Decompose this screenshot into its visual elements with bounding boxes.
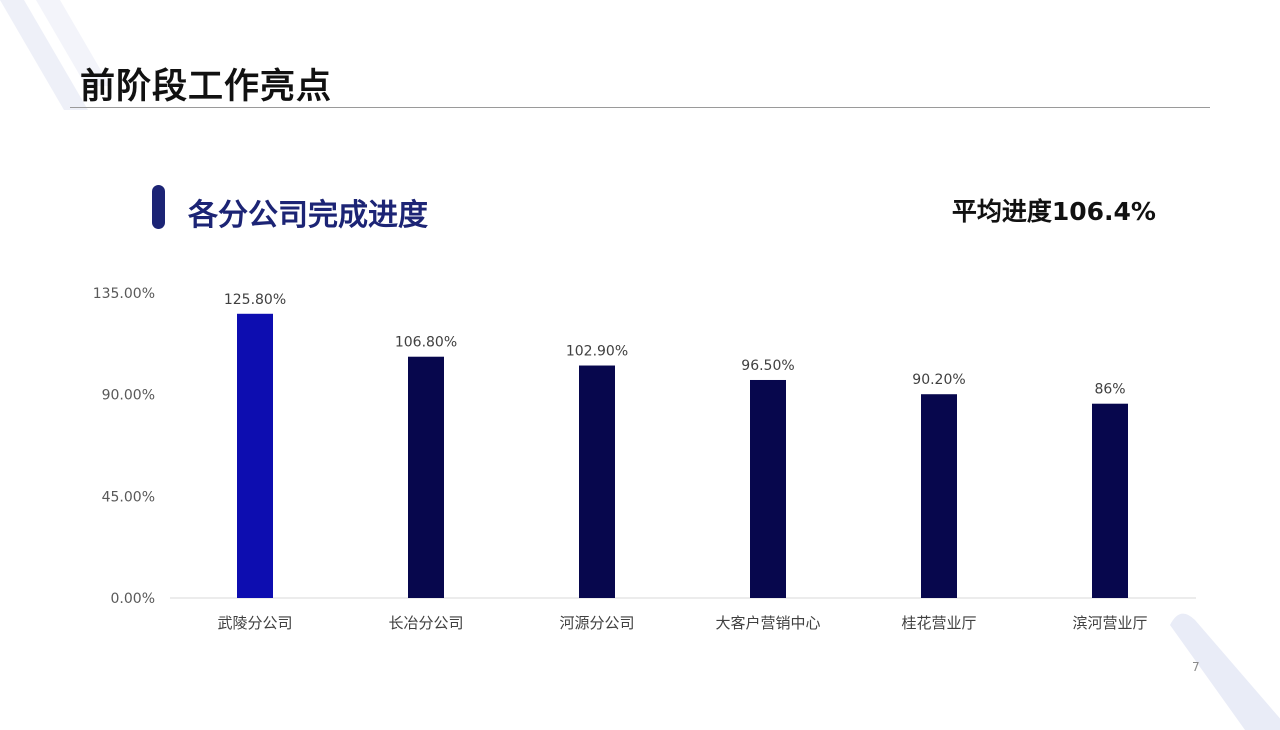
x-tick-label: 大客户营销中心 [715, 614, 820, 632]
section-title: 各分公司完成进度 [188, 198, 428, 233]
x-tick-label: 武陵分公司 [217, 614, 292, 632]
data-label: 96.50% [741, 358, 794, 374]
slide-title: 前阶段工作亮点 [80, 67, 333, 107]
data-label: 102.90% [566, 344, 628, 360]
bar [1092, 403, 1128, 598]
y-tick-label: 90.00% [102, 388, 155, 404]
data-label: 125.80% [224, 292, 286, 308]
data-label: 90.20% [912, 372, 965, 388]
bar [579, 365, 615, 598]
average-progress: 平均进度106.4% [951, 197, 1156, 226]
bar [921, 394, 957, 598]
bar [237, 313, 273, 598]
x-tick-label: 桂花营业厅 [901, 614, 976, 632]
page-number: 7 [1192, 660, 1200, 674]
y-tick-label: 45.00% [102, 489, 155, 505]
bar [408, 356, 444, 598]
y-tick-label: 0.00% [111, 591, 155, 607]
y-tick-label: 135.00% [93, 286, 155, 302]
data-label: 106.80% [395, 335, 457, 351]
title-divider [70, 107, 1210, 108]
x-tick-label: 长冶分公司 [388, 614, 463, 632]
x-tick-label: 滨河营业厅 [1072, 614, 1147, 632]
x-tick-label: 河源分公司 [559, 614, 634, 632]
section-accent-bar [152, 185, 165, 229]
data-label: 86% [1094, 382, 1125, 398]
bar [750, 379, 786, 598]
